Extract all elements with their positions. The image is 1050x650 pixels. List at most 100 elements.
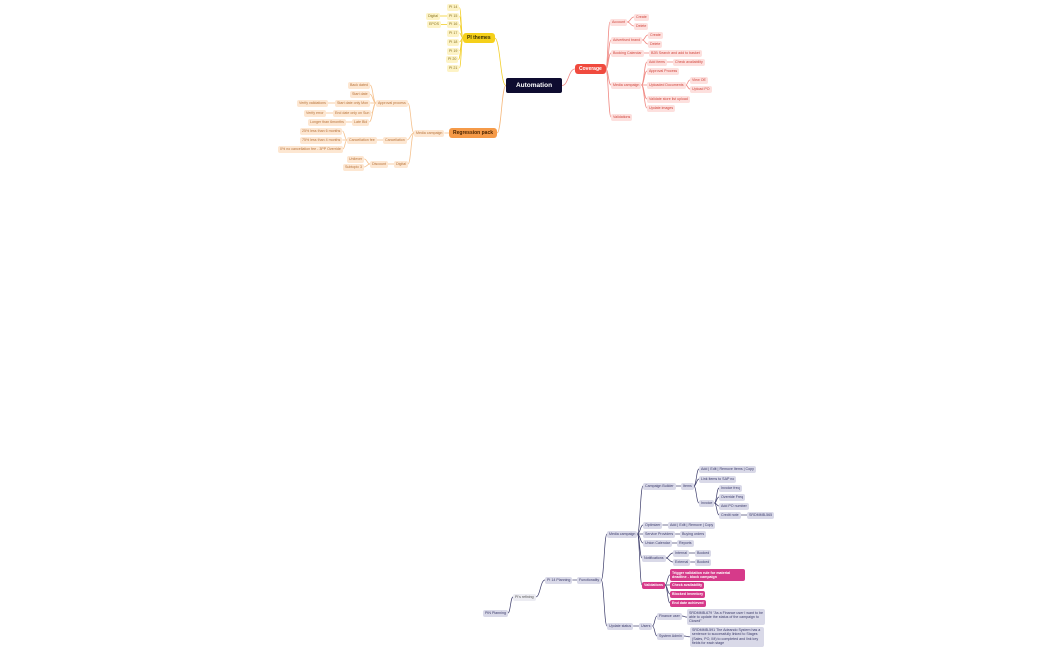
node-system-admin-story[interactable]: SRDMMB-591 The Adeando System has a sent… <box>690 626 764 648</box>
connector-accc <box>626 16 635 23</box>
node-trigger-validation-rule[interactable]: Trigger validation rule for material dea… <box>670 569 745 581</box>
node-finance-user-story[interactable]: SRDMMB-679 "As a Finance user I want to … <box>687 609 765 626</box>
node-account[interactable]: Account <box>610 18 627 26</box>
node-start-date[interactable]: Start date <box>350 90 370 98</box>
connector-reg <box>496 85 507 134</box>
connector-bnt <box>637 533 643 559</box>
connector-rdg <box>407 132 415 165</box>
node-account-delete[interactable]: Delete <box>634 22 649 30</box>
connector-bp14 <box>535 579 546 598</box>
node-users[interactable]: Users <box>639 622 653 630</box>
node-items-edit[interactable]: Add | Edit | Remove Items | Copy <box>699 465 756 473</box>
node-regression-media-campaign[interactable]: Media campaign <box>414 129 445 137</box>
node-finance-user[interactable]: Finance user <box>657 612 682 620</box>
node-longer-6months[interactable]: Longer than 6months <box>308 118 346 126</box>
node-internal-booked[interactable]: Booked <box>695 549 712 557</box>
node-fee-0[interactable]: 0% no cancellation fee - 3PP Override <box>278 145 343 153</box>
node-account-create[interactable]: Create <box>634 13 649 21</box>
node-discount[interactable]: Discount <box>370 160 388 168</box>
node-fee-25[interactable]: 25% less than 6 months <box>300 127 343 135</box>
node-pi-17[interactable]: PI 17 <box>447 29 460 37</box>
node-credit-note[interactable]: Credit note <box>719 511 741 519</box>
node-verify-validations[interactable]: Verify validations <box>297 99 328 107</box>
node-back-dated[interactable]: Back dated <box>348 81 370 89</box>
node-verify-error[interactable]: Verify error <box>304 109 326 117</box>
node-uploaded-documents[interactable]: Uploaded Documents <box>647 81 686 89</box>
node-items[interactable]: Items <box>681 482 694 490</box>
node-validations[interactable]: Validations <box>611 113 633 121</box>
node-reports[interactable]: Reports <box>677 539 694 547</box>
node-subtopic-3[interactable]: Subtopic 3 <box>343 163 364 171</box>
node-unilever[interactable]: Unilever <box>347 155 365 163</box>
node-booking-calendar[interactable]: Booking Calendar <box>611 49 644 57</box>
node-cancellation[interactable]: Cancellation <box>383 136 407 144</box>
connector-rca <box>406 132 415 141</box>
node-pi-15[interactable]: PI 15 <box>447 12 460 20</box>
node-pi-18[interactable]: PI 18 <box>447 38 460 46</box>
node-pi14-planning[interactable]: PI 14 Planning <box>545 576 573 584</box>
node-optimizer-edit[interactable]: Add | Edit | Remove | Copy <box>668 521 716 529</box>
connector-bin <box>665 552 674 559</box>
node-view-oe[interactable]: View OE <box>690 76 708 84</box>
node-notifications[interactable]: Notifications <box>642 554 666 562</box>
node-bottom-validations[interactable]: Validations <box>642 581 665 589</box>
node-optimizer[interactable]: Optimizer <box>643 521 663 529</box>
node-media-campaign[interactable]: Media campaign <box>611 81 642 89</box>
node-system-admin[interactable]: System Admin <box>657 632 684 640</box>
connector-cov <box>561 68 576 86</box>
node-pi-16[interactable]: PI 16 <box>447 21 460 28</box>
node-approval-process-regression[interactable]: Approval process <box>376 99 408 107</box>
node-advertised-brand[interactable]: Advertised brand <box>611 36 643 44</box>
node-srdmmb-565[interactable]: SRDMMB-565 <box>747 511 775 519</box>
node-pi-19[interactable]: PI 19 <box>447 47 460 55</box>
node-update-images[interactable]: Update images <box>647 104 676 112</box>
node-update-status[interactable]: Update status <box>607 622 634 630</box>
connector-bus <box>600 579 608 627</box>
node-b2b-search[interactable]: B2B Search and add to basket <box>649 49 702 57</box>
node-start-date-mon[interactable]: Start date only Mon <box>335 99 371 107</box>
node-end-date-achieved[interactable]: End date achieved <box>670 599 706 607</box>
node-cancellation-fee[interactable]: Cancellation fee <box>347 136 377 144</box>
node-pin-planning[interactable]: PIN Planning <box>483 609 508 617</box>
node-union-calendar[interactable]: Union Calendar <box>643 539 672 547</box>
node-fee-75[interactable]: 75% less than 4 months <box>300 136 343 144</box>
node-bottom-media-campaign[interactable]: Media campaign <box>607 530 638 538</box>
node-pi-21[interactable]: PI 21 <box>447 64 460 72</box>
connector-pi7 <box>459 37 464 69</box>
node-invoice-freq[interactable]: Invoice freq <box>719 484 742 492</box>
node-add-po-number[interactable]: Add PO number <box>719 502 749 510</box>
connector-pit <box>494 37 507 86</box>
node-add-items[interactable]: Add items <box>647 58 667 66</box>
connector-rbd <box>369 84 377 104</box>
node-approval-process[interactable]: Approval Process <box>647 67 680 75</box>
node-digital-regression[interactable]: Digital <box>394 160 408 168</box>
node-buying-orders[interactable]: Buying orders <box>680 530 707 538</box>
node-pi-14[interactable]: PI 14 <box>447 4 460 11</box>
node-service-providers[interactable]: Service Providers <box>643 530 676 538</box>
node-digital[interactable]: Digital <box>426 12 440 20</box>
node-external-booked[interactable]: Booked <box>695 558 712 566</box>
node-override-freq[interactable]: Override Freq <box>719 493 746 501</box>
node-campaign-builder[interactable]: Campaign Builder <box>643 482 676 490</box>
node-regression-pack[interactable]: Regression pack <box>449 128 498 138</box>
node-validate-store-list[interactable]: Validate store list upload <box>647 95 690 103</box>
node-end-date-sun[interactable]: End date only on Sun <box>333 109 372 117</box>
node-brand-delete[interactable]: Delete <box>648 40 663 48</box>
node-external[interactable]: External <box>673 558 691 566</box>
root-node-automation[interactable]: Automation <box>506 78 562 93</box>
node-brand-create[interactable]: Create <box>648 31 663 39</box>
node-pi-20[interactable]: PI 20 <box>446 56 459 63</box>
node-epos[interactable]: EPOS <box>427 21 441 28</box>
node-check-availability[interactable]: Check availability <box>673 58 705 66</box>
node-invoice[interactable]: Invoice <box>699 499 715 507</box>
node-blocked-inventory[interactable]: Blocked inventory <box>670 590 706 598</box>
node-internal[interactable]: Internal <box>673 549 689 557</box>
node-link-items[interactable]: Link items to SAP no <box>699 475 737 483</box>
node-late-bid[interactable]: Late Bid <box>352 118 370 126</box>
node-check-availability-bottom[interactable]: Check availability <box>670 581 705 589</box>
node-coverage[interactable]: Coverage <box>575 64 606 74</box>
node-pis-refining[interactable]: PI's refining <box>513 593 536 601</box>
node-functionality[interactable]: Functionality <box>577 576 602 584</box>
node-upload-po[interactable]: Upload PO <box>690 85 712 93</box>
node-pi-themes[interactable]: PI themes <box>463 33 495 43</box>
